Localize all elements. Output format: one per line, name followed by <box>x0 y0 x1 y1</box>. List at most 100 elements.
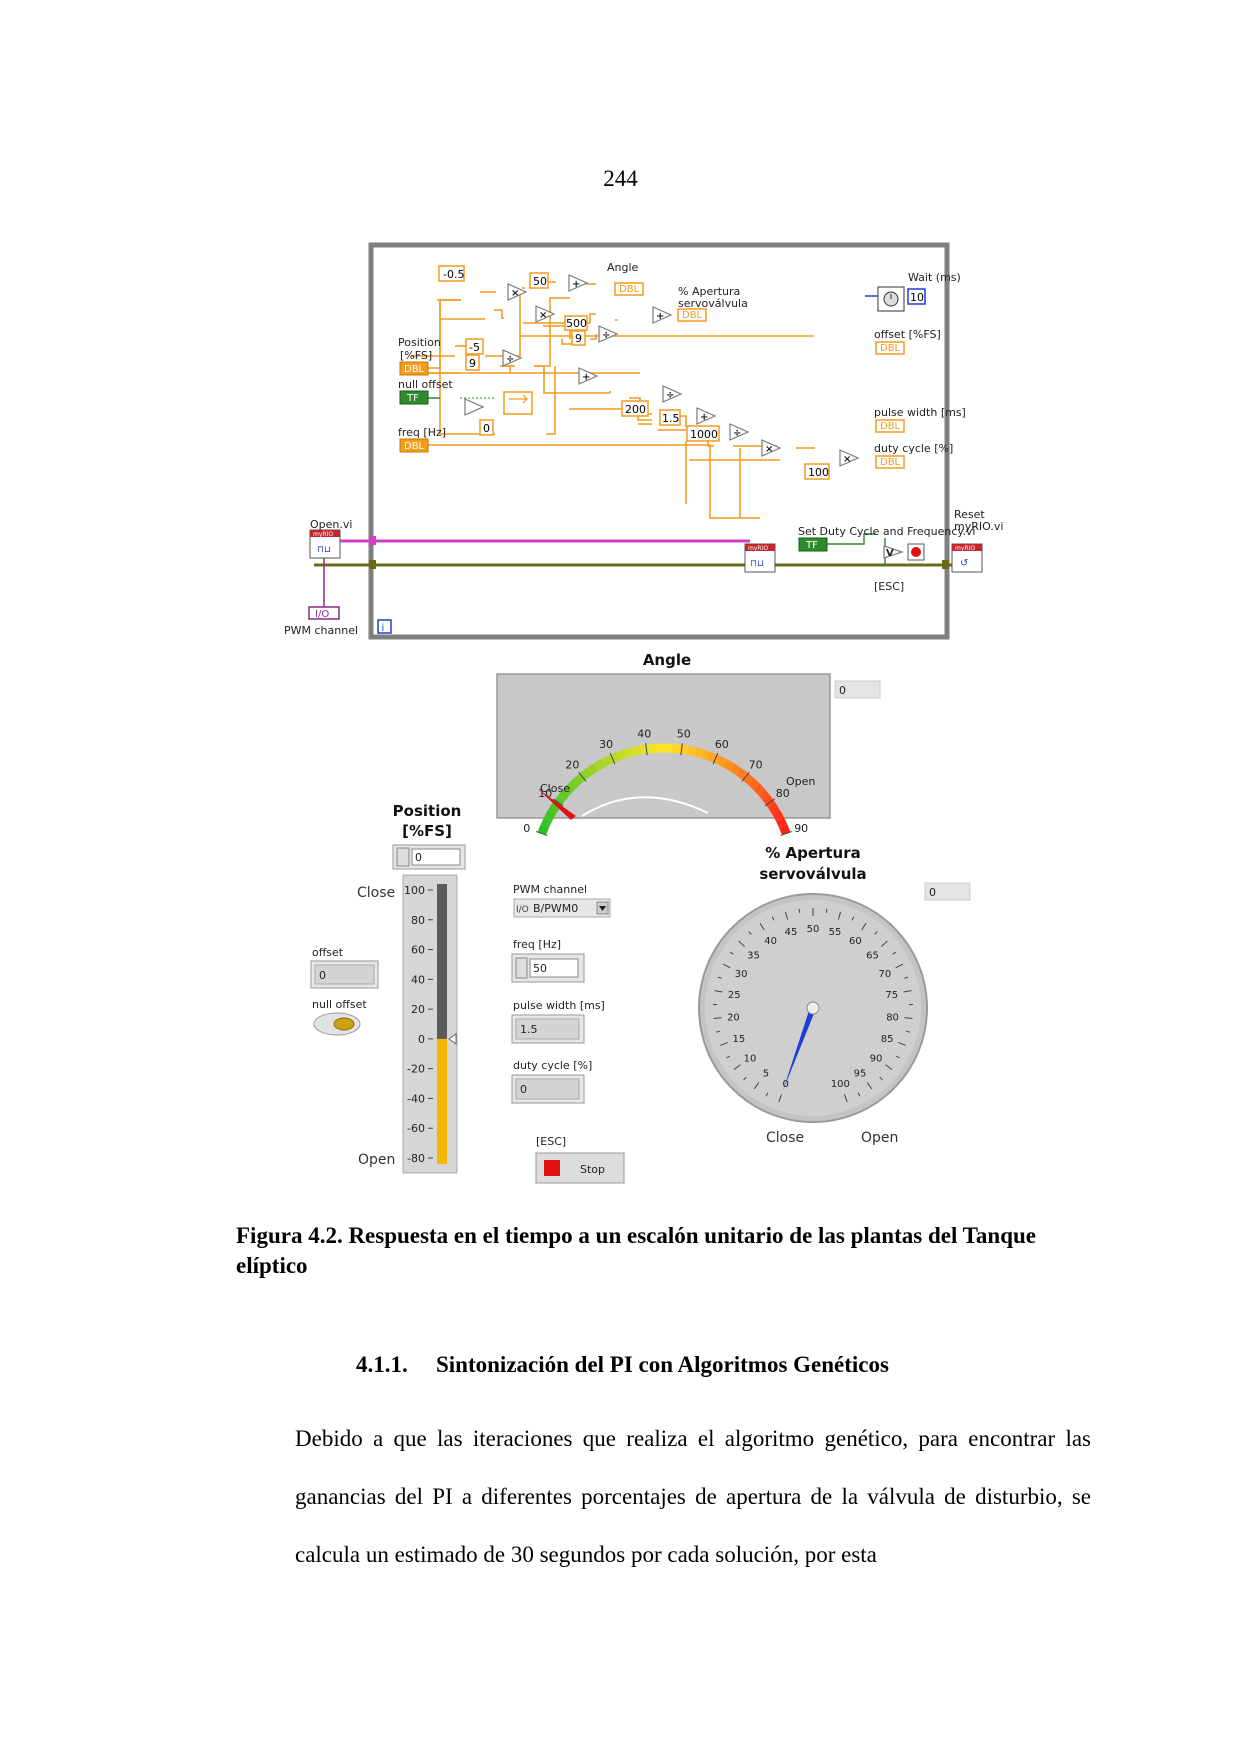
servo-tick <box>904 1017 913 1019</box>
angle-arc-segment <box>758 789 771 802</box>
angle-arc-segment <box>679 744 689 755</box>
svg-text:TF: TF <box>805 540 818 551</box>
angle-arc-segment <box>735 767 748 780</box>
slider-pointer[interactable] <box>448 1032 457 1045</box>
angle-arc-segment <box>615 749 627 761</box>
servo-tick-label: 25 <box>728 990 741 1001</box>
angle-needle <box>538 789 576 820</box>
slider-ticks: 100 80 60 40 20 0 -20 -40 -60 -80 <box>404 884 433 1165</box>
servo-tick <box>879 1076 883 1081</box>
servo-tick <box>738 940 745 947</box>
servo-tick-label: 45 <box>785 927 798 938</box>
servo-tick-label: 75 <box>885 990 898 1001</box>
servo-tick <box>713 1017 722 1019</box>
servo-tick-label: 60 <box>849 936 862 947</box>
servo-open-label: Open <box>861 1130 898 1146</box>
angle-arc-segment <box>701 749 713 761</box>
angle-arc-segment <box>562 783 575 796</box>
position-increment[interactable] <box>396 847 410 867</box>
svg-text:DBL: DBL <box>619 284 640 295</box>
angle-arc-segment <box>716 755 728 768</box>
set-duty-label: Set Duty Cycle and Frequency.vi <box>798 525 975 538</box>
servo-tick-label: 95 <box>854 1069 867 1080</box>
const-0: 0 <box>483 422 490 435</box>
slider-tick-label: -20 <box>407 1063 425 1076</box>
pwm-channel-select[interactable] <box>513 898 611 918</box>
servo-tick <box>784 911 789 920</box>
servo-tick-label: 90 <box>870 1053 883 1064</box>
position-label-1: Position <box>398 336 441 349</box>
angle-arc-segment <box>671 743 681 754</box>
servo-tick <box>720 1042 728 1046</box>
servo-tick <box>778 1094 783 1103</box>
reset-vi-icon: myRIO ↺ <box>951 543 983 573</box>
slider-track <box>437 884 447 1164</box>
servo-tick-label: 100 <box>831 1079 850 1090</box>
svg-text:I/O: I/O <box>315 609 329 620</box>
position-slider[interactable] <box>402 874 458 1174</box>
angle-arc-segment <box>540 816 553 828</box>
operators <box>464 274 904 559</box>
angle-tick <box>712 752 719 765</box>
pwm-value: B/PWM0 <box>533 902 578 915</box>
position-title-2: [%FS] <box>402 822 452 840</box>
servo-display-value: 0 <box>929 886 936 899</box>
position-value: 0 <box>415 851 422 864</box>
angle-label: Angle <box>607 261 639 274</box>
svg-text:÷: ÷ <box>733 428 741 439</box>
slider-open-label: Open <box>358 1152 395 1168</box>
servo-tick <box>861 922 867 931</box>
svg-text:DBL: DBL <box>880 421 901 432</box>
const-1000: 1000 <box>690 428 718 441</box>
servo-tick-label: 0 <box>782 1079 788 1090</box>
servo-tick <box>837 911 842 920</box>
servo-tick <box>748 931 752 935</box>
const-200: 200 <box>625 403 646 416</box>
constants: -0.5 50 500 9 -5 9 0 200 1.5 1000 100 10 <box>438 265 926 480</box>
angle-digital-display <box>834 680 881 699</box>
angle-arc-segment <box>775 816 788 828</box>
servo-tick-label: 20 <box>727 1012 740 1023</box>
slider-fill <box>437 1038 447 1164</box>
const-50: 50 <box>533 275 547 288</box>
pwm-fp-label: PWM channel <box>513 883 587 896</box>
angle-arc-segment <box>686 745 697 757</box>
angle-arc-segment <box>574 772 586 785</box>
angle-arc-segment <box>537 824 549 836</box>
numeric-wires <box>411 281 815 519</box>
svg-text:+: + <box>656 311 664 322</box>
slider-tick-label: -60 <box>407 1122 425 1135</box>
set-duty-vi-icon: myRIO ⊓⊔ <box>744 543 776 573</box>
select-node <box>503 391 533 415</box>
svg-text:DBL: DBL <box>404 441 425 452</box>
angle-tick <box>780 831 792 837</box>
apertura-label-1: % Apertura <box>678 285 740 298</box>
stop-icon <box>544 1160 560 1176</box>
svg-text:+: + <box>700 412 708 423</box>
esc-label: [ESC] <box>874 580 904 593</box>
angle-arc-segment <box>772 809 784 822</box>
chevron-down-icon <box>599 906 606 911</box>
servo-tick <box>753 1082 760 1090</box>
const-10: 10 <box>910 291 924 304</box>
section-number: 4.1.1. <box>356 1352 408 1377</box>
servo-tick <box>733 1064 741 1070</box>
reset-label-1: Reset <box>954 508 985 521</box>
while-loop-frame <box>368 242 950 640</box>
angle-arc-segment <box>544 809 556 822</box>
servo-tick-label: 35 <box>747 950 760 961</box>
duty-fp-label: duty cycle [%] <box>513 1059 592 1072</box>
servo-needle <box>782 1006 816 1091</box>
angle-arc-segment <box>608 752 620 764</box>
servo-tick <box>714 990 723 993</box>
freq-increment[interactable] <box>515 957 528 979</box>
angle-arc-segment <box>631 745 642 757</box>
angle-tick <box>609 752 616 765</box>
duty-cycle-label: duty cycle [%] <box>874 442 953 455</box>
position-label-2: [%FS] <box>400 349 432 362</box>
angle-gauge-arc <box>537 743 791 836</box>
svg-text:myRIO: myRIO <box>313 531 333 538</box>
servo-tick <box>715 1030 720 1033</box>
angle-tick <box>764 798 775 807</box>
